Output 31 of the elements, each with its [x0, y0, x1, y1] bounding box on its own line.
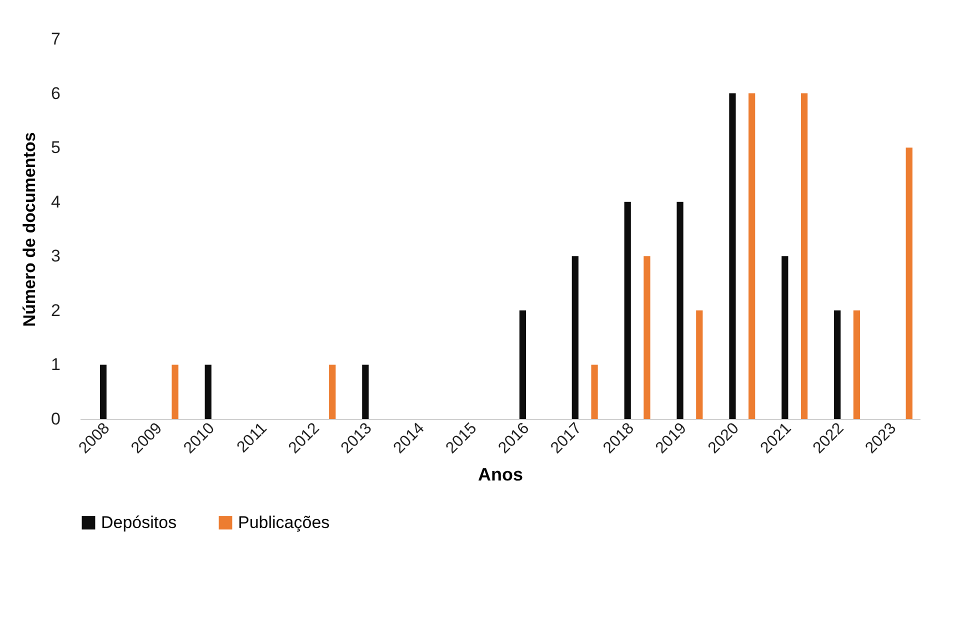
y-tick-label: 2	[51, 300, 60, 320]
x-axis-title: Anos	[478, 464, 523, 484]
bar	[782, 256, 788, 419]
y-tick-label: 7	[51, 30, 60, 48]
bar	[172, 364, 178, 419]
bar	[572, 256, 578, 419]
bar	[100, 364, 107, 419]
bar	[624, 202, 631, 419]
bar	[834, 310, 841, 419]
bar	[591, 364, 598, 419]
bar	[729, 93, 736, 419]
legend-label: Depósitos	[101, 512, 177, 532]
bar	[204, 364, 212, 419]
bar	[676, 202, 684, 419]
bar	[644, 256, 650, 419]
y-tick-label: 1	[51, 355, 60, 374]
y-axis-title: Número de documentos	[20, 132, 40, 327]
y-tick-label: 3	[51, 246, 60, 266]
bar	[853, 310, 860, 419]
bar	[906, 148, 912, 419]
bar	[362, 364, 369, 419]
bar	[696, 310, 703, 419]
y-tick-label: 4	[51, 192, 60, 212]
bar	[329, 364, 336, 419]
y-tick-label: 5	[51, 138, 60, 158]
y-tick-label: 0	[51, 410, 60, 428]
bar	[519, 310, 526, 419]
y-tick-label: 6	[51, 84, 60, 103]
bar	[800, 93, 808, 419]
legend-label: Publicações	[238, 512, 330, 532]
bar	[748, 93, 756, 419]
